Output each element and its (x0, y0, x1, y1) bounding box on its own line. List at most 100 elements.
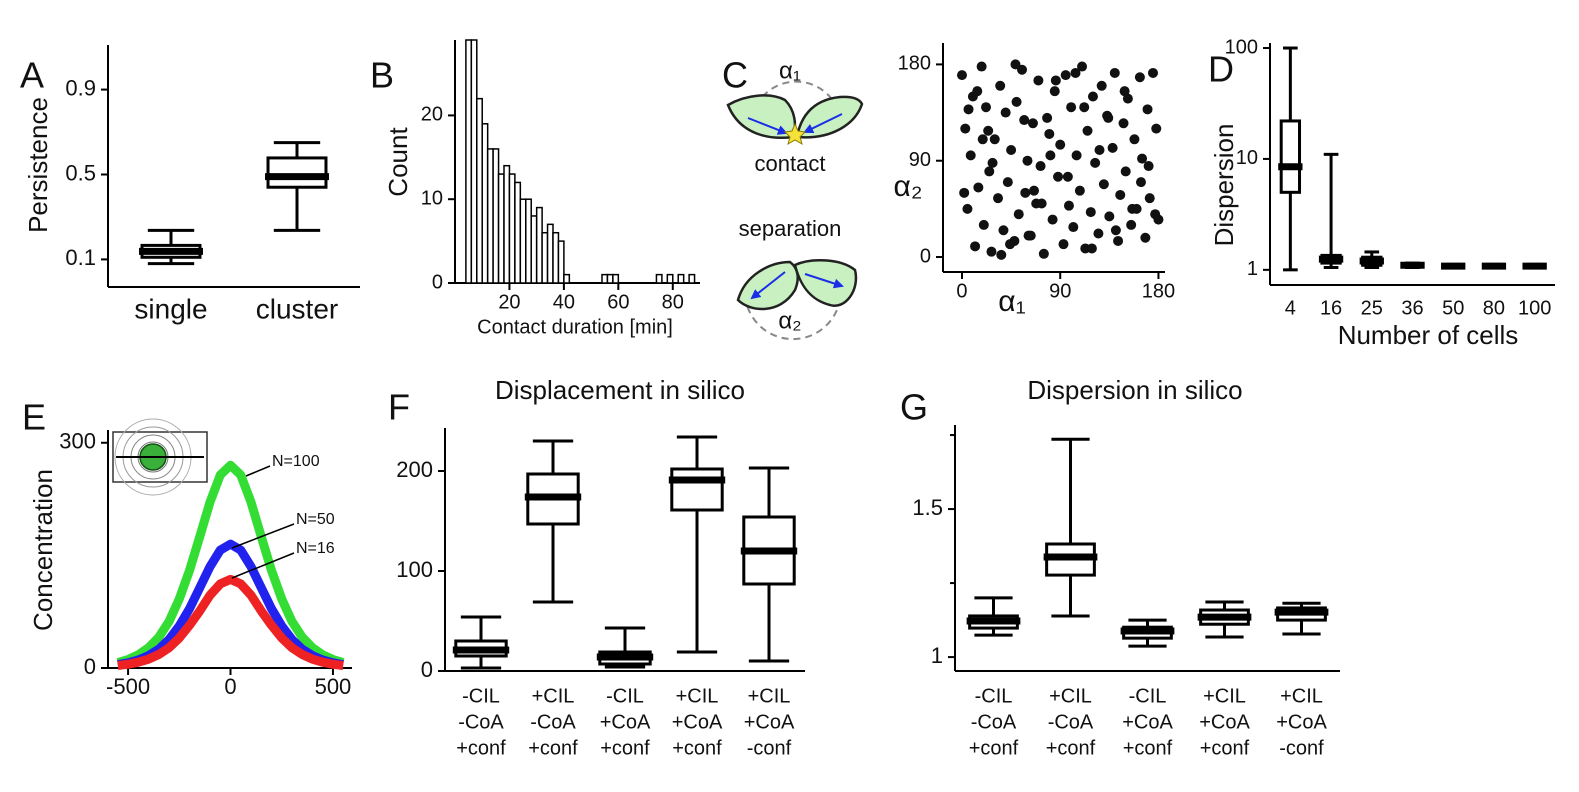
point (1022, 155, 1033, 166)
point (1135, 177, 1146, 188)
box (266, 156, 328, 189)
histogram-bar (508, 173, 516, 284)
y-tick-label: 100 (396, 557, 433, 582)
point (1062, 171, 1073, 182)
point (1144, 193, 1155, 204)
point (1060, 70, 1071, 81)
point (1109, 67, 1120, 78)
inset (112, 418, 208, 496)
x-tick-label: 36 (1401, 297, 1423, 319)
x-tick-label: 180 (1142, 280, 1175, 302)
point (1143, 161, 1154, 172)
point (1058, 239, 1069, 250)
point (1066, 102, 1077, 113)
point (1086, 243, 1097, 254)
histogram-bar (481, 123, 489, 284)
x-axis-label: α₁ (998, 285, 1025, 318)
point (1010, 59, 1021, 70)
point (1050, 75, 1061, 86)
point (996, 249, 1007, 260)
histogram-bar (470, 39, 478, 284)
x-tick-label: -CoA (458, 711, 504, 733)
point (963, 104, 974, 115)
histogram-bar (552, 231, 560, 284)
point (1140, 232, 1151, 243)
point (1103, 112, 1114, 123)
x-tick-label: +CoA (1122, 711, 1173, 733)
point (1115, 189, 1126, 200)
y-tick-label: 0.9 (65, 75, 96, 100)
point (1094, 145, 1105, 156)
point (1082, 125, 1093, 136)
x-tick-label: 80 (662, 291, 684, 313)
x-tick-label: +CoA (1276, 711, 1327, 733)
point (1019, 115, 1030, 126)
point (1150, 209, 1161, 220)
histogram-bar (535, 206, 543, 284)
point (1147, 67, 1158, 78)
histogram-bar (525, 198, 532, 284)
point (1119, 86, 1130, 97)
point (978, 219, 989, 230)
x-tick-label: 90 (1049, 280, 1071, 302)
polarity-arrow (804, 273, 844, 289)
legend-label: N=100 (272, 453, 320, 470)
diagram-label: contact (755, 151, 826, 176)
polarity-arrow (803, 113, 843, 133)
x-tick-label: 4 (1285, 297, 1296, 319)
point (1011, 96, 1022, 107)
panel-label: E (22, 397, 46, 438)
y-tick-label: 0 (84, 654, 96, 679)
x-tick-label: single (134, 293, 207, 324)
point (1049, 86, 1060, 97)
cell (793, 259, 858, 307)
point (1120, 166, 1131, 177)
panel-label: A (20, 55, 44, 96)
point (956, 70, 967, 81)
point (986, 246, 997, 257)
y-tick-label: 0.1 (65, 245, 96, 270)
point (965, 150, 976, 161)
contact-diagram: α₁ contact separation α₂ (726, 57, 864, 341)
x-axis-label: Contact duration [min] (477, 316, 673, 338)
y-tick-label: 0 (432, 271, 443, 293)
panel-label: C (722, 55, 748, 96)
point (1134, 72, 1145, 83)
point (959, 187, 970, 198)
point (1053, 171, 1064, 182)
panel-label: B (370, 55, 394, 96)
y-tick-label: 0 (920, 245, 931, 267)
point (1122, 93, 1133, 104)
x-tick-label: 25 (1361, 297, 1383, 319)
histogram-bar (486, 148, 494, 284)
point (1077, 61, 1088, 72)
histogram-bar (677, 273, 685, 284)
y-tick-label: 1.5 (912, 495, 943, 520)
point (962, 203, 973, 214)
y-tick-label: 180 (898, 53, 931, 75)
point (1127, 203, 1138, 214)
point (1085, 207, 1096, 218)
x-tick-label: -CoA (530, 711, 576, 733)
histogram-bar (606, 273, 614, 284)
legend-label: N=16 (296, 540, 335, 557)
x-tick-label: +CIL (1049, 685, 1092, 707)
panel-label: F (388, 387, 410, 428)
y-tick-label: 90 (909, 149, 931, 171)
x-tick-label: +CIL (676, 685, 719, 707)
y-tick-label: 0.5 (65, 160, 96, 185)
y-axis-label: α₂ (894, 170, 923, 203)
point (1033, 75, 1044, 86)
x-tick-label: +CoA (1199, 711, 1250, 733)
point (1142, 104, 1153, 115)
point (989, 134, 1000, 145)
line (117, 574, 344, 671)
x-tick-label: +CoA (744, 711, 795, 733)
x-tick-label: +conf (528, 737, 578, 759)
x-tick-label: +conf (1123, 737, 1173, 759)
annotation-leader (231, 552, 295, 579)
x-tick-label: +conf (672, 737, 722, 759)
y-axis-label: Count (383, 127, 413, 197)
point (987, 157, 998, 168)
point (1104, 211, 1115, 222)
